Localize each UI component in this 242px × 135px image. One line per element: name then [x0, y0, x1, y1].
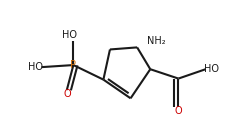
Text: HO: HO	[204, 64, 219, 74]
Text: HO: HO	[62, 30, 77, 40]
Text: P: P	[70, 60, 76, 70]
Text: NH₂: NH₂	[147, 36, 165, 46]
Text: O: O	[63, 89, 71, 99]
Text: O: O	[174, 106, 182, 116]
Text: HO: HO	[28, 62, 43, 72]
